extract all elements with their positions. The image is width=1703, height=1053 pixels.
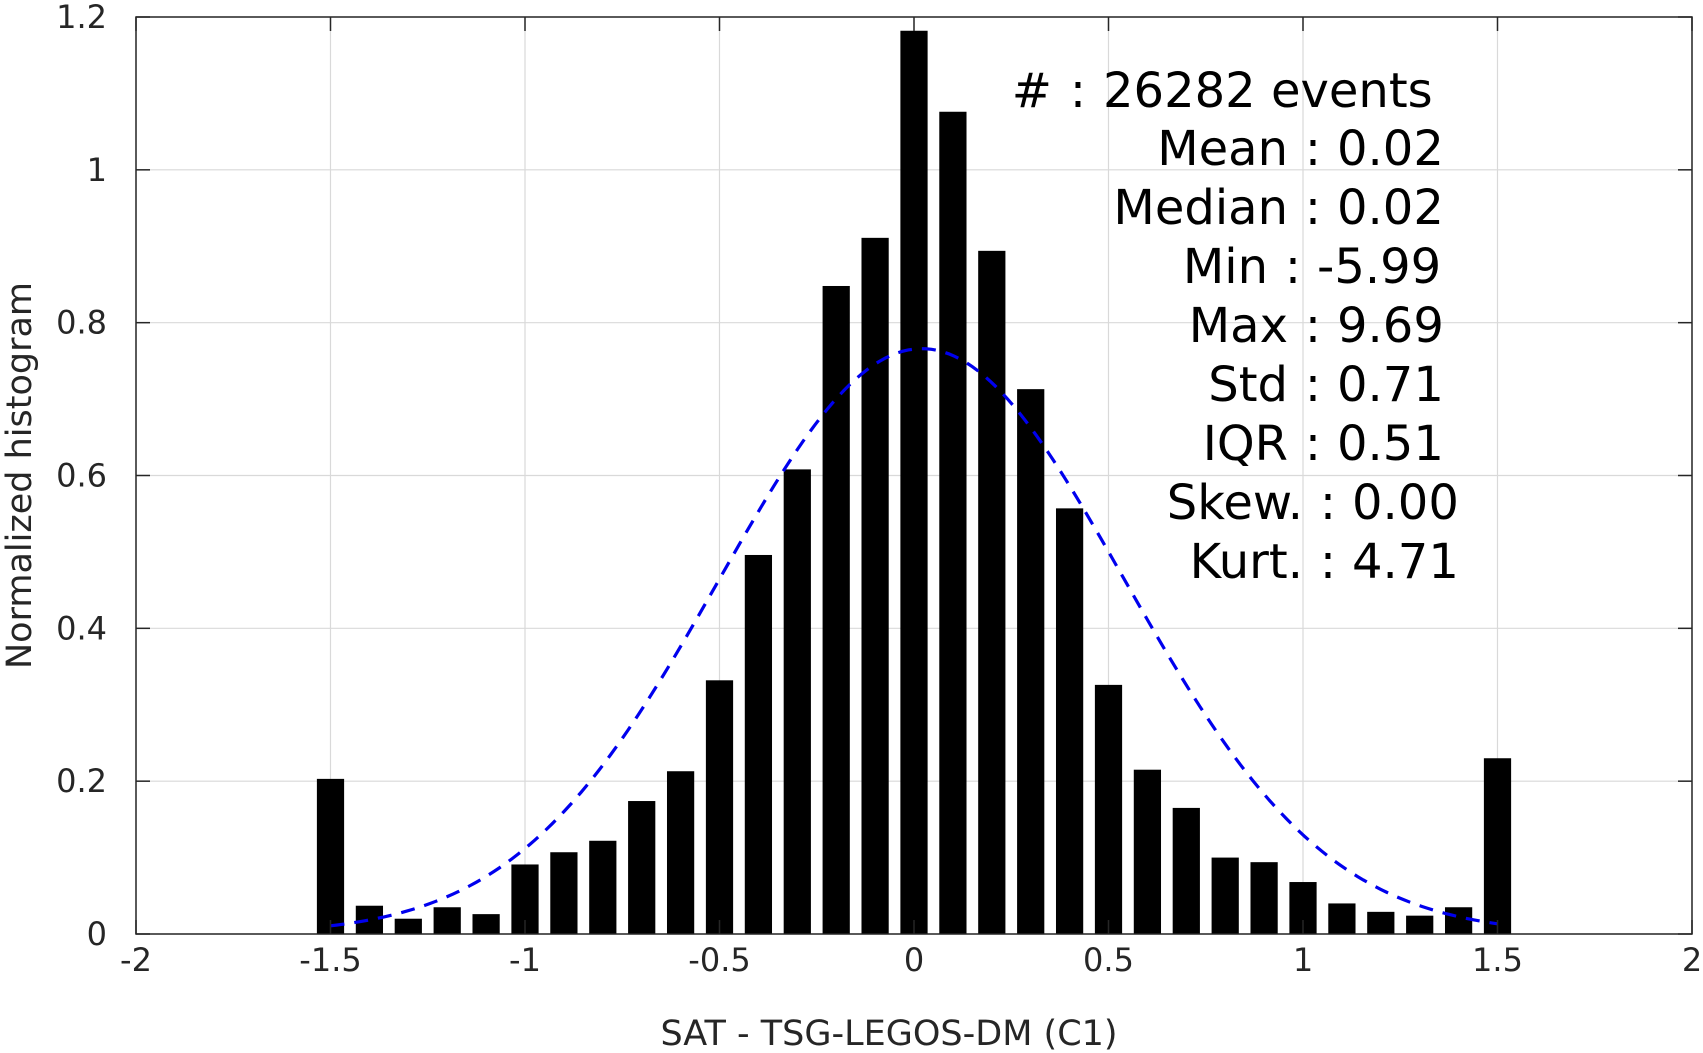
histogram-bar: [939, 111, 967, 935]
normal-fit-curve: [330, 347, 1498, 928]
stats-mean-sep: :: [1305, 121, 1321, 177]
stats-kurt-label: Kurt.: [1190, 534, 1303, 590]
stats-min-sep: :: [1285, 239, 1301, 295]
stats-kurt-sep: :: [1320, 534, 1336, 590]
y-tick-label: 1.2: [56, 0, 107, 36]
x-tick-labels: -2 -1.5 -1 -0.5 0 0.5 1 1.5 2: [120, 941, 1702, 979]
stats-median-value: 0.02: [1337, 180, 1444, 236]
y-tick-label: 0.8: [56, 304, 107, 342]
stats-max-sep: :: [1305, 298, 1321, 354]
stats-min-label: Min: [1183, 239, 1268, 295]
histogram-bar: [355, 905, 384, 934]
x-tick-label: -2: [120, 941, 152, 979]
histogram-bar: [861, 237, 889, 934]
histogram-bar: [433, 907, 461, 934]
stats-iqr-label: IQR: [1203, 416, 1288, 472]
histogram-bar: [1211, 857, 1239, 934]
x-axis-label: SAT - TSG-LEGOS-DM (C1): [660, 1014, 1117, 1053]
stats-max-label: Max: [1189, 298, 1288, 354]
stats-mean-label: Mean: [1157, 121, 1288, 177]
histogram-bar: [1172, 807, 1200, 934]
histogram-bar: [822, 285, 850, 934]
y-tick-label: 0.2: [56, 762, 107, 800]
stats-std-sep: :: [1305, 357, 1321, 413]
bars: [316, 30, 1512, 935]
stats-kurt-value: 4.71: [1352, 534, 1459, 590]
stats-count-sep: :: [1070, 63, 1086, 119]
histogram-bar: [628, 801, 656, 934]
histogram-bar: [1094, 684, 1123, 934]
stats-count-value: 26282 events: [1103, 63, 1433, 119]
histogram-bar: [1328, 903, 1356, 934]
histogram-bar: [550, 852, 578, 934]
histogram-bar: [1406, 915, 1434, 934]
y-axis-label: Normalized histogram: [0, 282, 40, 669]
y-tick-label: 0.6: [56, 457, 107, 495]
stats-max-value: 9.69: [1337, 298, 1444, 354]
histogram-bar: [1055, 508, 1084, 934]
histogram-bar: [472, 914, 500, 934]
x-tick-label: -1: [509, 941, 541, 979]
y-tick-label: 0: [87, 915, 107, 953]
histogram-bar: [1367, 911, 1395, 934]
histogram-bar: [978, 250, 1006, 934]
histogram-bar: [1133, 769, 1162, 934]
histogram-bar: [783, 469, 811, 934]
histogram-bar: [705, 680, 734, 934]
stats-std-label: Std: [1208, 357, 1288, 413]
stats-median-sep: :: [1305, 180, 1321, 236]
histogram-bar: [1017, 389, 1045, 934]
stats-mean-value: 0.02: [1337, 121, 1444, 177]
stats-iqr-value: 0.51: [1337, 416, 1444, 472]
stats-std-value: 0.71: [1337, 357, 1444, 413]
x-tick-label: 1: [1293, 941, 1313, 979]
stats-skew-label: Skew.: [1167, 475, 1303, 531]
x-tick-label: -0.5: [688, 941, 750, 979]
stats-count-label: #: [1012, 63, 1052, 119]
x-tick-label: 0.5: [1083, 941, 1134, 979]
y-tick-label: 1: [87, 151, 107, 189]
y-tick-labels: 0 0.2 0.4 0.6 0.8 1 1.2: [56, 0, 107, 953]
histogram-bar: [1483, 758, 1512, 934]
histogram-bar: [394, 918, 422, 934]
x-tick-label: 2: [1682, 941, 1702, 979]
stats-skew-value: 0.00: [1352, 475, 1459, 531]
x-tick-label: 1.5: [1472, 941, 1523, 979]
stats-iqr-sep: :: [1305, 416, 1321, 472]
stats-skew-sep: :: [1320, 475, 1336, 531]
histogram-bar: [744, 554, 773, 934]
histogram-bar: [666, 771, 695, 934]
histogram-bar: [900, 30, 928, 934]
y-tick-label: 0.4: [56, 609, 107, 647]
histogram-bar: [589, 840, 617, 934]
histogram-bar: [1444, 907, 1473, 934]
x-tick-label: 0: [904, 941, 924, 979]
x-tick-label: -1.5: [299, 941, 361, 979]
stats-min-value: -5.99: [1317, 239, 1441, 295]
ticks: [135, 16, 1693, 935]
stats-box: # : 26282 events Mean : 0.02 Median : 0.…: [1012, 63, 1459, 590]
stats-median-label: Median: [1113, 180, 1288, 236]
histogram-bar: [1250, 862, 1278, 934]
histogram-bar: [316, 778, 345, 934]
